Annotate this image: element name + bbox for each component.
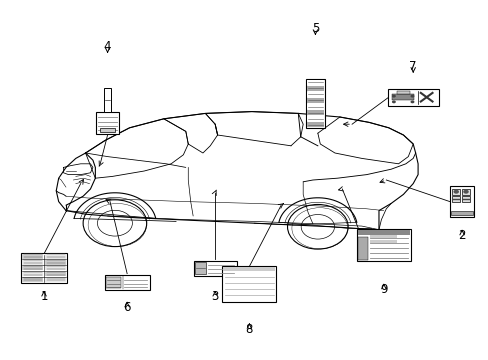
- Bar: [22, 266, 43, 270]
- Bar: [22, 254, 43, 258]
- Circle shape: [452, 190, 458, 194]
- Bar: [369, 235, 396, 238]
- Bar: [451, 189, 459, 194]
- Bar: [356, 229, 410, 261]
- Bar: [391, 94, 413, 100]
- Bar: [100, 128, 115, 132]
- Text: 6: 6: [123, 301, 131, 314]
- Text: 7: 7: [408, 60, 416, 73]
- Circle shape: [410, 100, 414, 103]
- Bar: [45, 278, 66, 282]
- Text: 3: 3: [211, 291, 219, 303]
- Circle shape: [462, 190, 468, 194]
- Bar: [195, 262, 205, 274]
- Text: 8: 8: [245, 323, 253, 336]
- Bar: [306, 110, 323, 115]
- Bar: [386, 89, 438, 106]
- Bar: [22, 271, 43, 276]
- Bar: [305, 79, 324, 128]
- Bar: [22, 260, 43, 265]
- Bar: [45, 271, 66, 276]
- Bar: [451, 196, 459, 202]
- Bar: [223, 267, 275, 271]
- Bar: [306, 104, 323, 109]
- Bar: [45, 266, 66, 270]
- Bar: [306, 122, 323, 127]
- Bar: [45, 260, 66, 265]
- Bar: [22, 278, 43, 282]
- Text: 2: 2: [457, 229, 465, 242]
- Circle shape: [410, 95, 414, 98]
- Bar: [369, 240, 396, 243]
- Bar: [96, 112, 119, 134]
- Bar: [396, 91, 409, 94]
- Bar: [106, 277, 121, 288]
- Bar: [450, 211, 472, 215]
- Text: 5: 5: [311, 22, 319, 35]
- Bar: [306, 98, 323, 103]
- Text: 9: 9: [379, 283, 387, 296]
- Bar: [45, 254, 66, 258]
- Bar: [461, 189, 469, 194]
- Bar: [306, 86, 323, 91]
- Bar: [104, 88, 111, 112]
- Bar: [357, 230, 409, 235]
- Bar: [306, 92, 323, 97]
- Bar: [20, 253, 67, 283]
- Bar: [193, 261, 236, 276]
- Bar: [449, 186, 473, 217]
- Bar: [461, 196, 469, 202]
- Bar: [306, 116, 323, 121]
- Bar: [222, 266, 276, 302]
- Text: 1: 1: [40, 291, 48, 303]
- Circle shape: [391, 100, 395, 103]
- Text: 4: 4: [103, 40, 111, 53]
- Circle shape: [391, 95, 395, 98]
- Bar: [306, 80, 323, 85]
- Bar: [358, 237, 367, 260]
- Bar: [104, 275, 149, 290]
